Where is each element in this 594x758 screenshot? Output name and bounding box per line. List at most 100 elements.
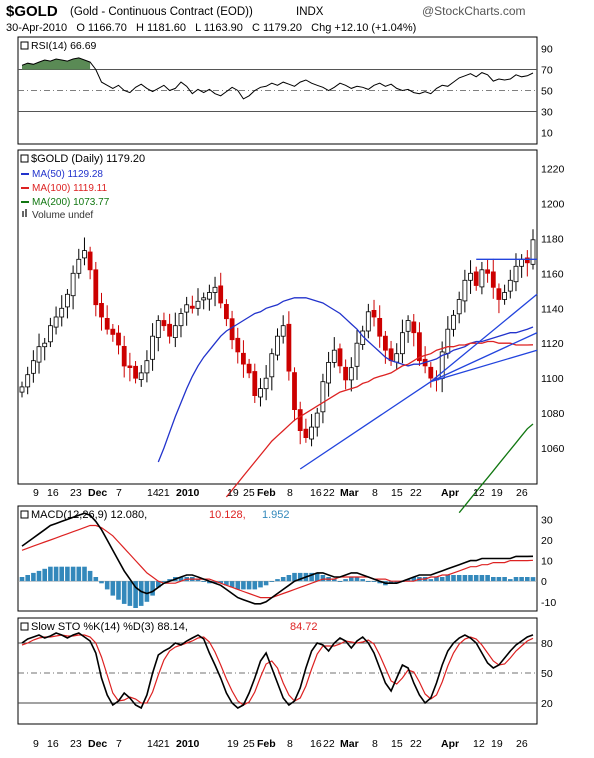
candle-body [394,353,400,363]
date-axis-label: Dec [88,487,107,499]
candle-body [59,307,65,318]
date-axis-label: 16 [47,487,59,499]
rsi-legend-label: RSI(14) 66.69 [31,40,97,52]
rsi-panel-frame [17,36,538,145]
macd-histogram-bar [133,581,138,608]
price-legend: $GOLD (Daily) 1179.20 MA(50) 1129.28 MA(… [20,153,145,221]
macd-histogram-bar [82,566,87,582]
date-axis-label: 26 [516,487,528,499]
candle-body [82,250,87,259]
candle-body [252,371,258,397]
macd-histogram-bar [275,579,280,582]
volume-icon-bar [25,209,27,217]
candle-body [490,271,496,288]
candle-body [116,332,121,346]
macd-panel [19,512,536,608]
candle-body [246,363,252,374]
macd-histogram-bar [212,581,218,584]
macd-histogram-bar [314,572,320,582]
candle-body [30,360,36,374]
date-axis-label: 16 [310,487,322,499]
ma100-legend-label: MA(100) 1119.11 [32,183,107,194]
candle-body [206,292,212,300]
macd-histogram-bar [207,581,212,584]
macd-histogram-bar [121,581,127,604]
candle-body [485,269,491,274]
macd-hist-legend: 1.952 [262,509,290,521]
macd-histogram-bar [286,575,292,582]
macd-histogram-bar [144,581,150,602]
symbol-title: $GOLD [6,3,58,20]
rsi-legend-swatch [20,41,29,50]
date-axis-label: 7 [116,487,122,499]
sto-d-line [21,634,534,706]
candle-body [258,388,263,398]
candle-body [309,426,315,440]
date-axis-label: 14 [147,487,159,499]
candle-body [382,335,388,351]
macd-histogram-bar [167,579,172,582]
date-axis-label: 22 [410,738,422,750]
price-tick-label: 1140 [541,303,564,315]
candle-body [263,377,269,390]
candle-body [445,328,451,354]
candle-body [377,317,383,337]
date-axis-label: 2010 [176,487,200,499]
candle-body [25,374,31,388]
macd-histogram-bar [462,575,468,582]
candle-body [320,381,326,413]
price-tick-label: 1180 [541,233,564,245]
macd-histogram-bar [42,568,47,582]
sto-legend: Slow STO %K(14) %D(3) 88.14, 84.72 [20,621,318,633]
macd-histogram-bar [36,570,42,582]
macd-tick-label: 30 [541,514,553,526]
candle-body [121,345,127,367]
macd-histogram-bar [525,577,530,582]
macd-histogram-bar [87,570,93,582]
candle-body [354,342,360,367]
candle-body [144,360,150,374]
ma200-line [458,423,534,514]
macd-histogram-bar [93,577,99,582]
candle-body [167,323,173,337]
brand-logo[interactable]: @StockCharts.com [422,4,526,18]
candle-body [53,316,59,328]
candle-body [286,323,292,372]
candle-body [280,325,286,337]
date-axis-label: Dec [88,738,107,750]
trend-line [299,381,432,470]
candle-body [42,342,48,348]
exchange-label: INDX [296,6,324,18]
candle-body [150,335,156,360]
candle-body [411,321,417,334]
date-axis-label: Feb [257,738,276,750]
date-axis-label: Feb [257,487,276,499]
macd-legend: MACD(12,26,9) 12.080, 10.128, 1.952 [20,509,290,521]
macd-histogram-bar [508,579,513,582]
candle-body [99,302,104,318]
candle-body [479,269,485,288]
candle-body [468,272,473,281]
candle-body [303,428,309,439]
candle-body [223,303,229,320]
macd-legend-label: MACD(12,26,9) 12.080, [31,509,147,521]
macd-histogram-bar [366,581,371,582]
macd-histogram-bar [241,581,246,590]
axis-labels: 1030507090106010801100112011401160118012… [33,44,565,751]
candle-body [496,288,502,300]
macd-histogram-bar [258,581,263,588]
candle-body [235,337,241,353]
price-tick-label: 1200 [541,198,565,210]
trend-line [430,349,538,383]
macd-tick-label: 0 [541,576,547,588]
date-axis-label: Apr [441,738,459,750]
date-axis-label: 19 [491,738,503,750]
candle-body [161,320,167,327]
macd-histogram-bar [138,581,144,606]
rsi-legend: RSI(14) 66.69 [20,40,97,52]
macd-histogram-bar [59,566,64,582]
date-axis-label: 16 [310,738,322,750]
macd-histogram-bar [269,581,275,582]
date-axis-label: 19 [491,487,503,499]
